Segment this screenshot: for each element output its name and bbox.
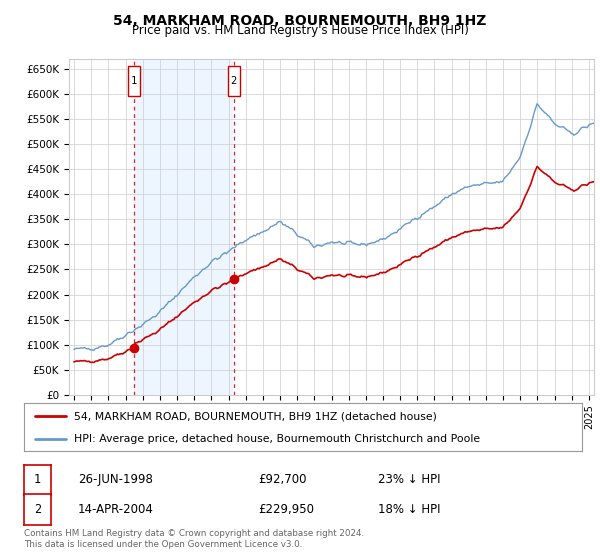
Text: Price paid vs. HM Land Registry's House Price Index (HPI): Price paid vs. HM Land Registry's House … (131, 24, 469, 36)
Text: 1: 1 (34, 473, 41, 487)
Text: £229,950: £229,950 (258, 503, 314, 516)
Text: 1: 1 (131, 76, 137, 86)
Text: 54, MARKHAM ROAD, BOURNEMOUTH, BH9 1HZ (detached house): 54, MARKHAM ROAD, BOURNEMOUTH, BH9 1HZ (… (74, 411, 437, 421)
Text: 18% ↓ HPI: 18% ↓ HPI (378, 503, 440, 516)
Text: 14-APR-2004: 14-APR-2004 (78, 503, 154, 516)
Text: 54, MARKHAM ROAD, BOURNEMOUTH, BH9 1HZ: 54, MARKHAM ROAD, BOURNEMOUTH, BH9 1HZ (113, 14, 487, 28)
Text: £92,700: £92,700 (258, 473, 307, 487)
Text: 2: 2 (230, 76, 236, 86)
Text: Contains HM Land Registry data © Crown copyright and database right 2024.
This d: Contains HM Land Registry data © Crown c… (24, 529, 364, 549)
Text: 2: 2 (34, 503, 41, 516)
Text: HPI: Average price, detached house, Bournemouth Christchurch and Poole: HPI: Average price, detached house, Bour… (74, 434, 481, 444)
FancyBboxPatch shape (128, 66, 140, 96)
FancyBboxPatch shape (227, 66, 239, 96)
Text: 23% ↓ HPI: 23% ↓ HPI (378, 473, 440, 487)
Text: 26-JUN-1998: 26-JUN-1998 (78, 473, 153, 487)
